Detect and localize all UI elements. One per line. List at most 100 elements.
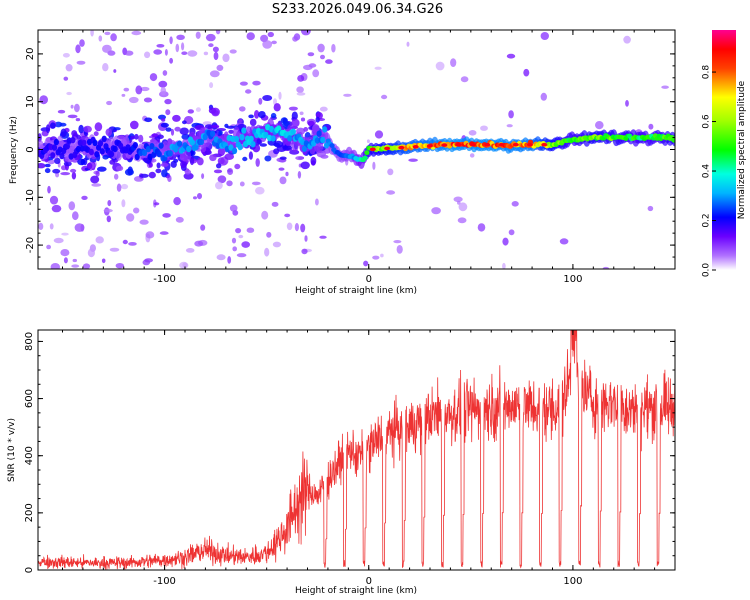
noise-blob [540, 92, 547, 101]
scatter-blob [187, 109, 194, 114]
noise-blob [559, 238, 569, 245]
noise-blob [124, 50, 134, 56]
scatter-blob [234, 163, 241, 170]
ridge-core [232, 147, 238, 154]
scatter-blob [300, 161, 310, 170]
scatter-blob [183, 172, 194, 180]
scatter-blob [44, 168, 51, 174]
noise-blob [215, 181, 223, 190]
ridge-peak [498, 142, 505, 147]
noise-blob [213, 51, 219, 61]
noise-blob [319, 106, 328, 112]
noise-blob [216, 64, 224, 71]
ridge-core [228, 144, 234, 151]
snr-series-line [38, 330, 675, 570]
scatter-blob [161, 118, 166, 122]
noise-blob [232, 246, 237, 252]
ridge-core [132, 142, 138, 149]
noise-blob [319, 235, 327, 239]
y-tick-label: 400 [24, 446, 35, 465]
noise-blob [297, 171, 302, 179]
noise-blob [61, 232, 69, 236]
ridge-core [88, 148, 94, 156]
noise-blob [209, 70, 220, 78]
scatter-blob [78, 124, 84, 134]
noise-blob [453, 196, 463, 203]
ridge-core [301, 145, 307, 152]
ridge-core [198, 138, 205, 145]
noise-blob [81, 195, 88, 200]
ridge-peak [441, 143, 448, 147]
noise-blob [104, 31, 111, 36]
noise-blob [511, 201, 519, 207]
noise-blob [278, 167, 285, 171]
noise-blob [175, 43, 180, 53]
noise-blob [126, 213, 135, 222]
snr-frame [37, 329, 676, 571]
y-tick-label: 800 [24, 332, 35, 351]
noise-blob [508, 110, 514, 119]
noise-blob [115, 263, 125, 269]
noise-blob [396, 245, 403, 254]
noise-blob [317, 43, 325, 53]
noise-blob [381, 94, 388, 100]
noise-blob [431, 207, 441, 215]
snr-plot-area [38, 330, 675, 570]
ridge-peak [541, 142, 548, 147]
x-tick-label: -100 [153, 576, 176, 587]
noise-blob [241, 241, 250, 248]
scatter-blob [270, 112, 277, 119]
ridge-core [189, 139, 195, 146]
colorbar-tick-label: 0.0 [702, 263, 712, 278]
noise-blob [135, 85, 143, 95]
colorbar-tick-label: 0.2 [702, 213, 712, 227]
scatter-blob [189, 156, 195, 166]
spectrogram-x-label: Height of straight line (km) [295, 286, 417, 296]
noise-blob [239, 106, 246, 112]
colorbar-tick-label: 0.8 [702, 65, 712, 80]
noise-blob [38, 222, 44, 230]
noise-blob [46, 244, 51, 250]
noise-blob [648, 123, 654, 130]
noise-blob [175, 216, 184, 223]
scatter-blob [291, 118, 300, 128]
noise-blob [226, 180, 233, 187]
scatter-blob [130, 135, 136, 140]
noise-blob [153, 202, 160, 206]
ridge-core [287, 135, 293, 142]
noise-blob [153, 49, 163, 55]
scatter-blob [184, 169, 192, 175]
noise-blob [74, 223, 85, 232]
ridge-core [59, 152, 65, 160]
noise-blob [235, 228, 242, 234]
noise-blob [343, 93, 352, 97]
ridge-core [322, 126, 328, 133]
noise-blob [408, 158, 418, 162]
noise-blob [380, 253, 384, 258]
scatter-blob [218, 130, 223, 136]
noise-blob [387, 168, 394, 176]
scatter-blob [254, 110, 260, 119]
noise-blob [457, 217, 467, 224]
ridge-core [50, 152, 56, 159]
scatter-blob [256, 139, 263, 145]
noise-blob [133, 207, 140, 214]
ridge-core [142, 149, 148, 156]
scatter-blob [165, 127, 172, 132]
scatter-blob [224, 123, 229, 128]
noise-blob [393, 240, 402, 244]
scatter-blob [308, 126, 313, 130]
noise-blob [292, 36, 298, 42]
scatter-blob [151, 133, 159, 138]
scatter-blob [226, 125, 236, 129]
noise-blob [103, 208, 113, 213]
ridge-peak [512, 142, 519, 147]
ridge-core [250, 141, 256, 148]
x-tick-label: 0 [366, 576, 372, 587]
ridge-core [77, 139, 83, 146]
noise-blob [286, 222, 293, 231]
ridge-peak [469, 142, 476, 147]
scatter-blob [303, 126, 309, 132]
scatter-blob [160, 122, 169, 128]
noise-blob [284, 213, 291, 218]
